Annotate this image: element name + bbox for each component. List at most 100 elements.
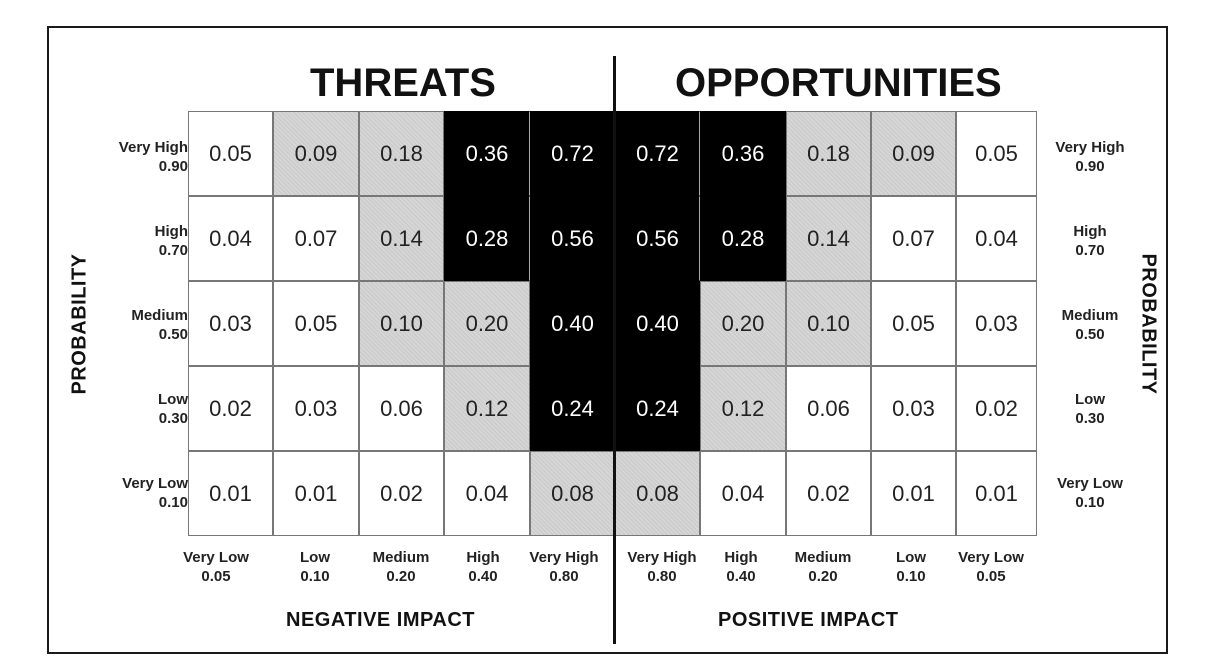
matrix-cell: 0.18 <box>359 111 444 196</box>
matrix-cell: 0.24 <box>615 366 700 451</box>
column-label-name: Low <box>896 549 926 566</box>
matrix-cell: 0.40 <box>615 281 700 366</box>
row-label-name: Very Low <box>1057 475 1123 492</box>
column-label-name: Low <box>300 549 330 566</box>
matrix-cell: 0.04 <box>700 451 786 536</box>
matrix-cell: 0.03 <box>188 281 273 366</box>
matrix-cell: 0.14 <box>786 196 871 281</box>
matrix-cell: 0.02 <box>786 451 871 536</box>
positive-impact-axis: POSITIVE IMPACT <box>718 609 899 631</box>
column-label-name: Very Low <box>958 549 1024 566</box>
column-label-value: 0.05 <box>201 568 231 585</box>
matrix-cell: 0.01 <box>956 451 1037 536</box>
column-label-value: 0.40 <box>468 568 498 585</box>
row-label-value: 0.70 <box>1075 242 1105 259</box>
matrix-cell: 0.28 <box>700 196 786 281</box>
matrix-cell: 0.09 <box>871 111 956 196</box>
row-label-left: Very Low 0.10 <box>78 474 188 512</box>
matrix-cell: 0.02 <box>359 451 444 536</box>
matrix-cell: 0.40 <box>530 281 615 366</box>
column-label-value: 0.80 <box>549 568 579 585</box>
risk-matrix: 0.05 0.09 0.18 0.36 0.72 0.72 0.36 0.18 0.09 0.05… <box>188 111 1037 536</box>
row-label-name: Medium <box>1061 307 1119 324</box>
column-label: Low 0.10 <box>866 548 956 586</box>
matrix-cell: 0.01 <box>871 451 956 536</box>
column-label-value: 0.05 <box>976 568 1006 585</box>
matrix-cell: 0.02 <box>956 366 1037 451</box>
row-label-value: 0.90 <box>1075 158 1105 175</box>
matrix-cell: 0.04 <box>188 196 273 281</box>
matrix-cell: 0.06 <box>359 366 444 451</box>
threats-title: THREATS <box>310 61 496 105</box>
threat-opportunity-divider <box>613 56 616 644</box>
matrix-cell: 0.72 <box>615 111 700 196</box>
column-label-value: 0.10 <box>300 568 330 585</box>
matrix-cell: 0.07 <box>871 196 956 281</box>
row-label-right: Low 0.30 <box>1040 390 1140 428</box>
row-label-right: High 0.70 <box>1040 222 1140 260</box>
matrix-cell: 0.24 <box>530 366 615 451</box>
matrix-cell: 0.14 <box>359 196 444 281</box>
column-label-name: Very High <box>627 549 697 566</box>
column-label: High 0.40 <box>696 548 786 586</box>
negative-impact-axis: NEGATIVE IMPACT <box>286 609 475 631</box>
column-label-value: 0.40 <box>726 568 756 585</box>
row-label-value: 0.30 <box>158 410 188 427</box>
matrix-cell: 0.56 <box>530 196 615 281</box>
row-label-left: Very High 0.90 <box>78 138 188 176</box>
row-label-name: Low <box>1075 391 1105 408</box>
matrix-cell: 0.28 <box>444 196 530 281</box>
row-label-value: 0.10 <box>158 494 188 511</box>
matrix-cell: 0.05 <box>871 281 956 366</box>
row-label-left: Low 0.30 <box>78 390 188 428</box>
opportunities-title: OPPORTUNITIES <box>675 61 1002 105</box>
row-label-name: Very High <box>1055 139 1125 156</box>
column-label-value: 0.20 <box>386 568 416 585</box>
row-label-name: High <box>154 223 188 240</box>
row-label-left: High 0.70 <box>78 222 188 260</box>
matrix-cell: 0.03 <box>956 281 1037 366</box>
column-label: Very Low 0.05 <box>171 548 261 586</box>
row-label-right: Medium 0.50 <box>1040 306 1140 344</box>
matrix-cell: 0.56 <box>615 196 700 281</box>
row-label-value: 0.50 <box>158 326 188 343</box>
column-label: High 0.40 <box>438 548 528 586</box>
row-label-name: Low <box>158 391 188 408</box>
matrix-cell: 0.36 <box>700 111 786 196</box>
column-label: Medium 0.20 <box>778 548 868 586</box>
matrix-cell: 0.05 <box>188 111 273 196</box>
column-label-name: High <box>724 549 758 566</box>
row-label-right: Very High 0.90 <box>1040 138 1140 176</box>
matrix-cell: 0.05 <box>273 281 359 366</box>
matrix-cell: 0.08 <box>615 451 700 536</box>
matrix-cell: 0.04 <box>956 196 1037 281</box>
column-label-name: Medium <box>794 549 852 566</box>
matrix-cell: 0.04 <box>444 451 530 536</box>
matrix-cell: 0.36 <box>444 111 530 196</box>
column-label: Very Low 0.05 <box>946 548 1036 586</box>
row-label-value: 0.10 <box>1075 494 1105 511</box>
row-label-value: 0.30 <box>1075 410 1105 427</box>
matrix-cell: 0.05 <box>956 111 1037 196</box>
row-label-value: 0.70 <box>158 242 188 259</box>
row-label-name: Very High <box>118 139 188 156</box>
matrix-cell: 0.07 <box>273 196 359 281</box>
column-label-name: Medium <box>372 549 430 566</box>
column-label-value: 0.10 <box>896 568 926 585</box>
matrix-cell: 0.10 <box>786 281 871 366</box>
column-label: Very High 0.80 <box>519 548 609 586</box>
column-label: Very High 0.80 <box>617 548 707 586</box>
matrix-cell: 0.02 <box>188 366 273 451</box>
matrix-cell: 0.10 <box>359 281 444 366</box>
row-label-value: 0.50 <box>1075 326 1105 343</box>
matrix-cell: 0.20 <box>700 281 786 366</box>
matrix-cell: 0.09 <box>273 111 359 196</box>
column-label-name: Very High <box>529 549 599 566</box>
column-label-value: 0.80 <box>647 568 677 585</box>
matrix-cell: 0.01 <box>273 451 359 536</box>
row-label-left: Medium 0.50 <box>78 306 188 344</box>
matrix-cell: 0.20 <box>444 281 530 366</box>
row-label-name: Medium <box>131 307 188 324</box>
row-label-name: High <box>1073 223 1107 240</box>
row-label-value: 0.90 <box>158 158 188 175</box>
